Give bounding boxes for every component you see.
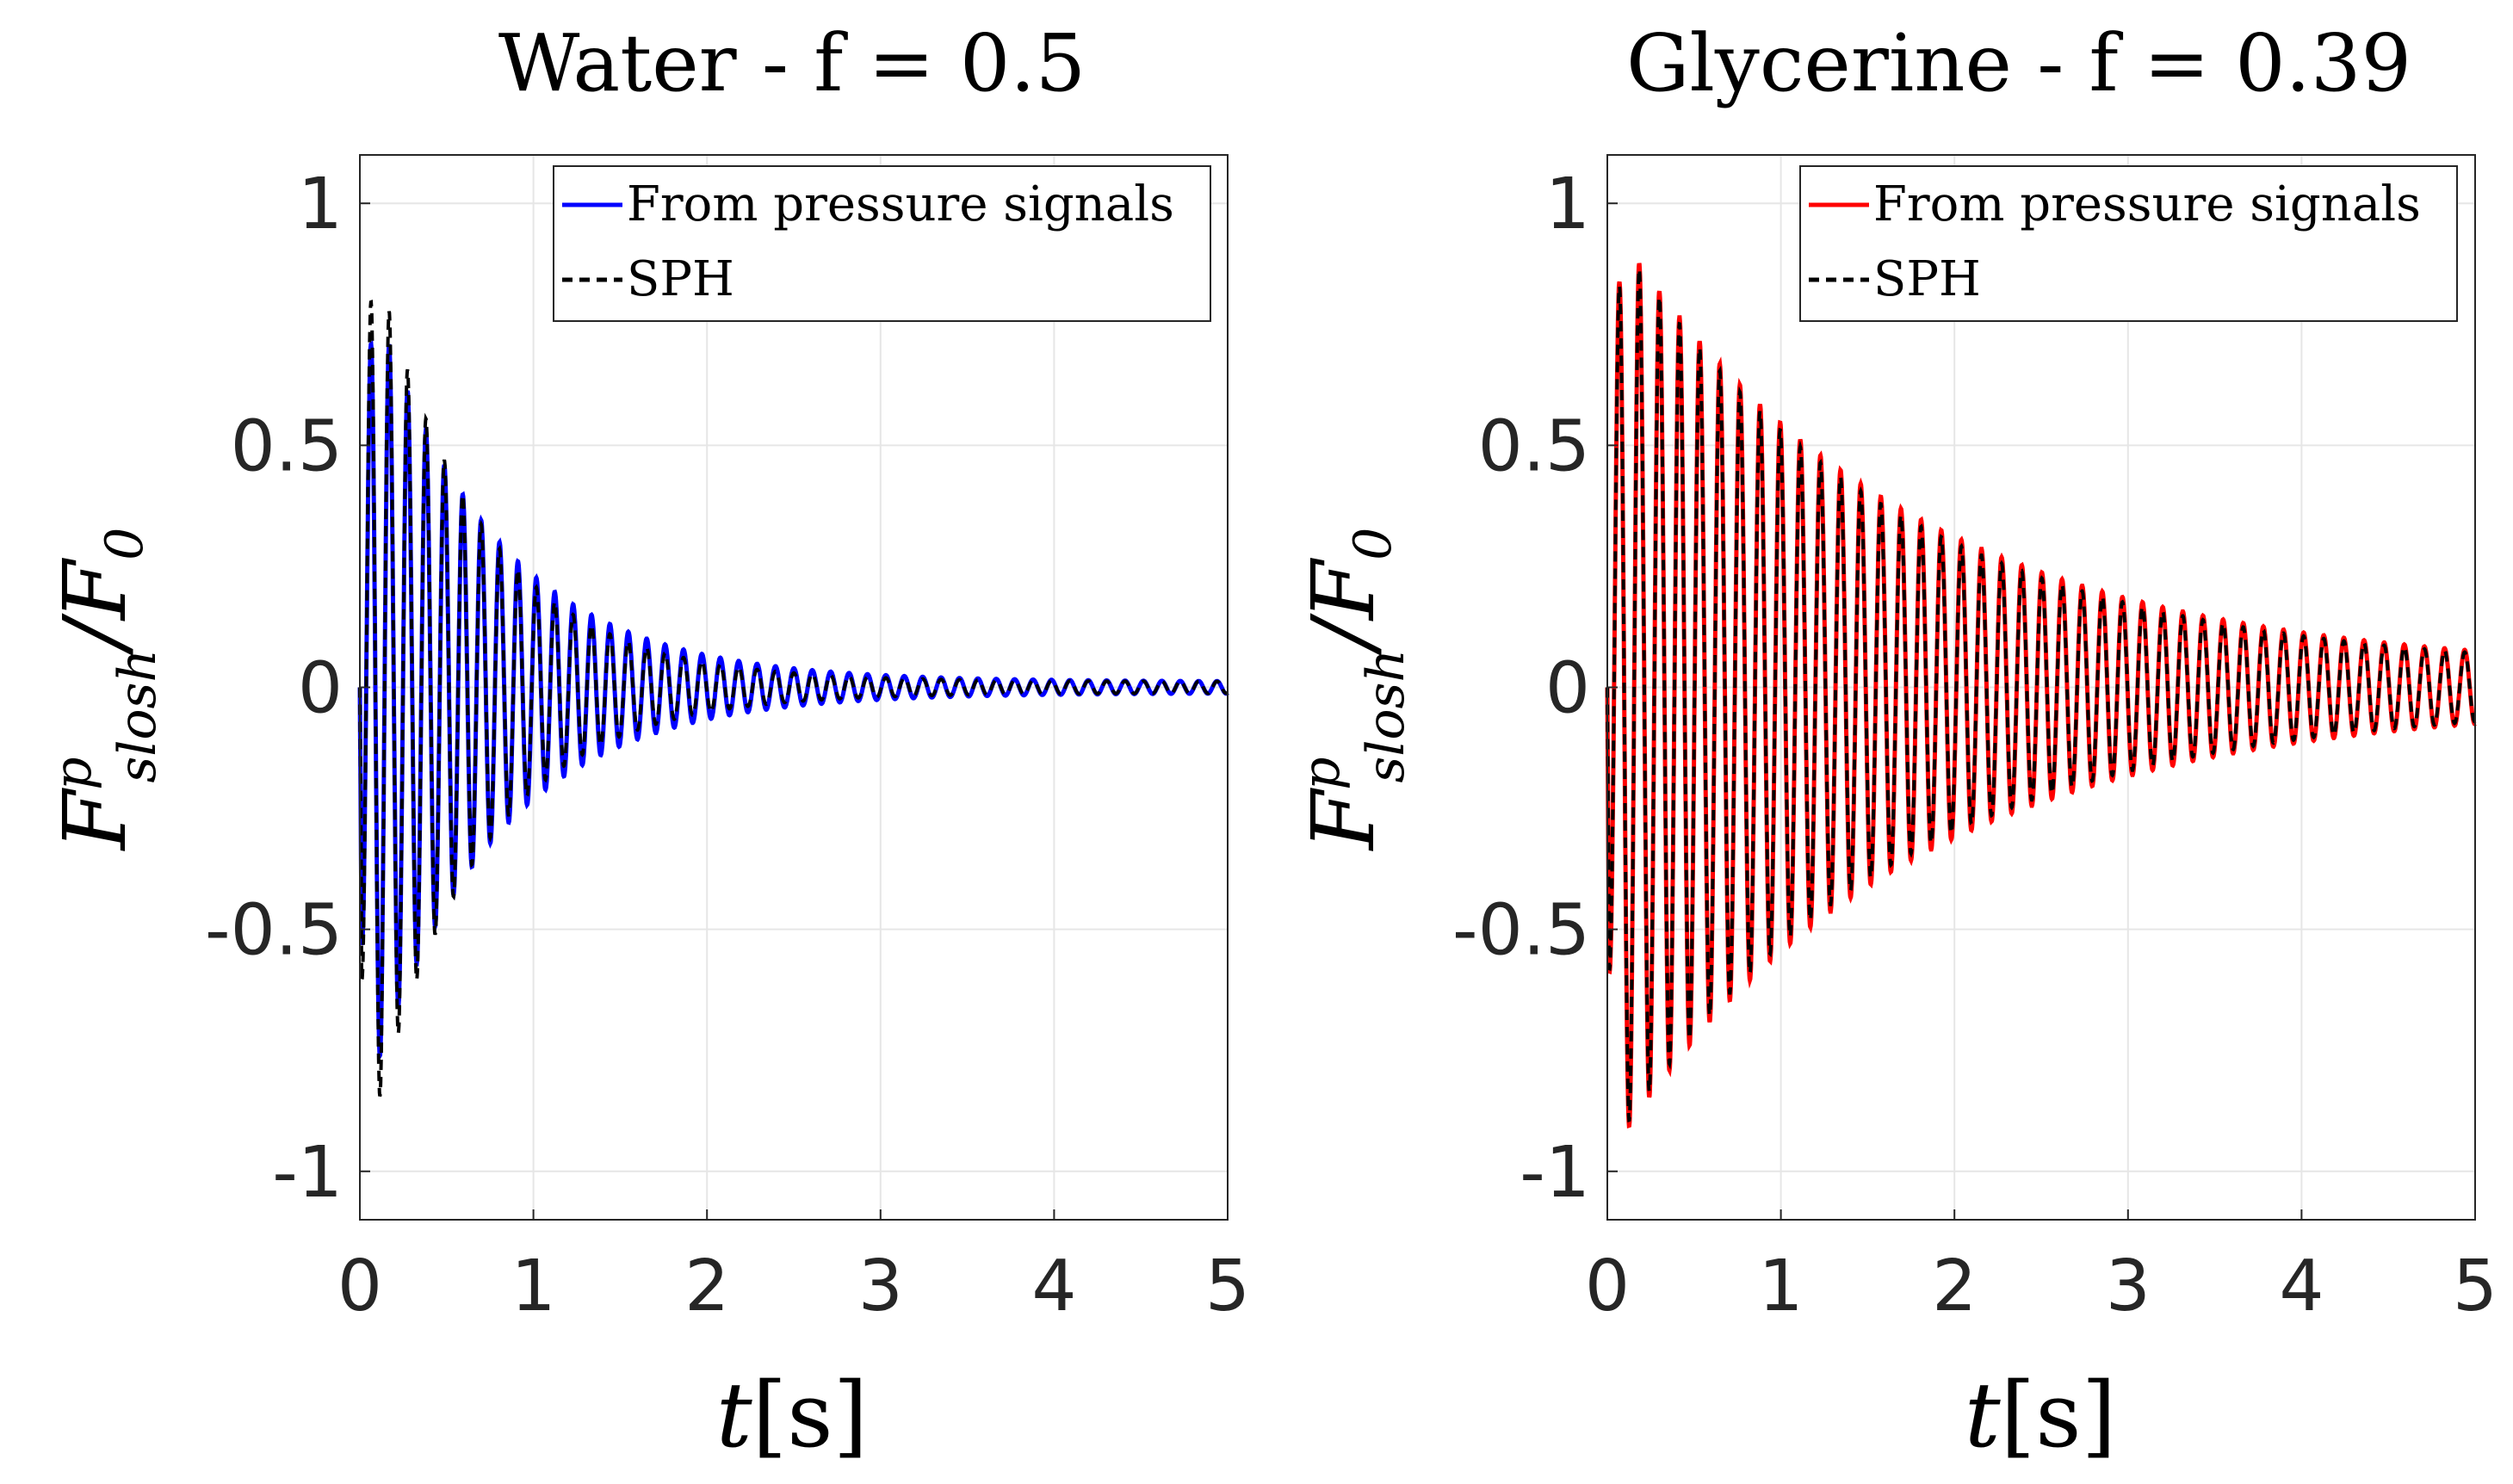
y-tick-label: 1 <box>1545 164 1590 245</box>
x-tick-label: 1 <box>511 1246 556 1327</box>
y-ticks: -1 -0.5 0 0.5 1 <box>1452 164 1618 1214</box>
legend: From pressure signals SPH <box>1799 165 2458 322</box>
x-tick-label: 4 <box>1031 1246 1076 1327</box>
y-tick-label: 0 <box>1545 648 1590 730</box>
x-tick-label: 5 <box>2453 1246 2498 1327</box>
y-tick-label: -0.5 <box>1452 890 1590 972</box>
x-axis-label: t[s] <box>1965 1363 2116 1468</box>
x-tick-label: 3 <box>858 1246 903 1327</box>
legend-box <box>553 165 1211 322</box>
legend-box <box>1799 165 2458 322</box>
legend-label-series-1: SPH <box>1873 251 1981 307</box>
x-tick-label: 2 <box>684 1246 729 1327</box>
y-tick-label: -1 <box>272 1132 343 1214</box>
x-tick-label: 1 <box>1759 1246 1804 1327</box>
chart-title: Glycerine - f = 0.39 <box>1626 17 2411 109</box>
x-tick-label: 0 <box>337 1246 382 1327</box>
x-tick-label: 3 <box>2106 1246 2151 1327</box>
x-ticks: 0 1 2 3 4 5 <box>337 1209 1250 1327</box>
x-tick-label: 0 <box>1585 1246 1630 1327</box>
x-tick-label: 2 <box>1932 1246 1977 1327</box>
y-axis-label: Fpslosh/F0 <box>1291 528 1416 852</box>
y-tick-label: 0 <box>298 648 343 730</box>
series-line-0 <box>357 340 1229 1062</box>
y-tick-label: 0.5 <box>231 405 343 487</box>
x-tick-label: 5 <box>1205 1246 1250 1327</box>
y-axis-label: Fpslosh/F0 <box>43 528 168 852</box>
legend: From pressure signals SPH <box>553 165 1211 322</box>
y-tick-label: -1 <box>1520 1132 1590 1214</box>
y-tick-label: 0.5 <box>1478 405 1590 487</box>
y-ticks: -1 -0.5 0 0.5 1 <box>205 164 370 1214</box>
x-tick-label: 4 <box>2279 1246 2324 1327</box>
series-line-0 <box>1605 263 2477 1128</box>
y-tick-label: -0.5 <box>205 890 343 972</box>
x-axis-label: t[s] <box>716 1363 868 1468</box>
legend-label-series-1: SPH <box>627 251 734 307</box>
chart-water: Water - f = 0.5 -1 -0.5 0 0.5 1 0 1 2 3 4 5 Fpslo… <box>43 17 1250 1468</box>
x-ticks: 0 1 2 3 4 5 <box>1585 1209 2498 1327</box>
legend-label-series-0: From pressure signals <box>1873 176 2421 232</box>
plot-area <box>357 300 1229 1098</box>
y-tick-label: 1 <box>298 164 343 245</box>
chart-title: Water - f = 0.5 <box>498 17 1086 109</box>
plot-area <box>1605 263 2477 1128</box>
legend-label-series-0: From pressure signals <box>627 176 1174 232</box>
series-line-1 <box>1606 269 2477 1123</box>
series-line-1 <box>358 300 1229 1098</box>
